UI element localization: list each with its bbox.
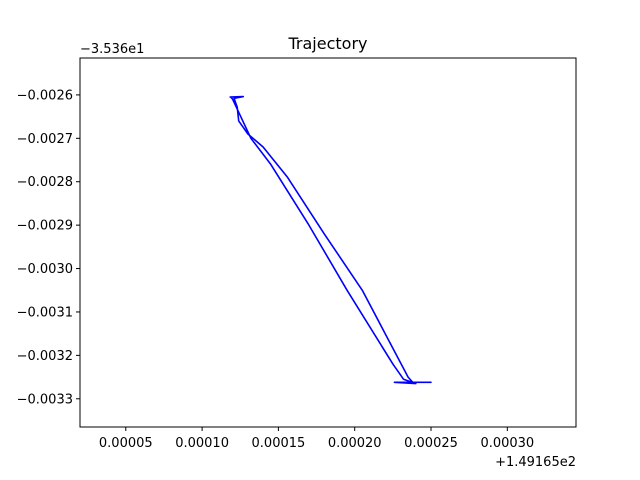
y-tick-label: −0.0027 xyxy=(17,132,73,147)
x-tick-label: 0.00030 xyxy=(480,436,534,451)
y-tick-label: −0.0031 xyxy=(17,305,73,320)
x-tick-label: 0.00025 xyxy=(404,436,458,451)
chart-title: Trajectory xyxy=(288,34,368,53)
y-tick-label: −0.0033 xyxy=(17,392,73,407)
plot-area xyxy=(229,95,432,385)
x-axis: 0.00005 0.00010 0.00015 0.00020 0.00025 0.000… xyxy=(99,427,534,451)
trajectory-line xyxy=(229,95,432,385)
y-tick-label: −0.0026 xyxy=(17,88,73,103)
x-offset-label: +1.49165e2 xyxy=(495,455,576,470)
axes-frame xyxy=(79,57,577,428)
y-tick-label: −0.0030 xyxy=(17,262,73,277)
x-tick-label: 0.00015 xyxy=(252,436,306,451)
x-tick-label: 0.00005 xyxy=(99,436,153,451)
y-axis: −0.0026 −0.0027 −0.0028 −0.0029 −0.0030 −0.00… xyxy=(17,88,80,407)
y-tick-label: −0.0032 xyxy=(17,349,73,364)
x-tick-label: 0.00020 xyxy=(328,436,382,451)
y-tick-label: −0.0028 xyxy=(17,175,73,190)
y-tick-label: −0.0029 xyxy=(17,219,73,234)
x-tick-label: 0.00010 xyxy=(175,436,229,451)
y-offset-label: −3.536e1 xyxy=(80,42,144,57)
